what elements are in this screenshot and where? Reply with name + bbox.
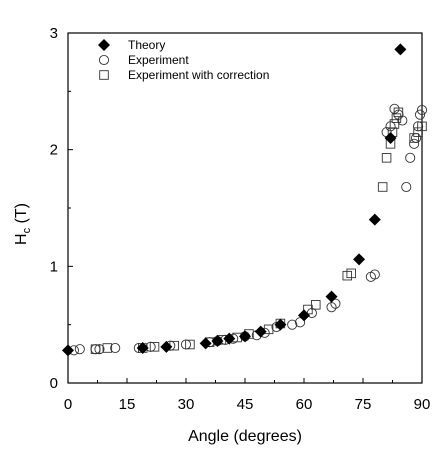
- square-point-25: [417, 121, 427, 132]
- square-point-0: [90, 344, 101, 354]
- y-axis-title-main: H: [13, 233, 30, 245]
- diamond-point-9: [298, 309, 310, 322]
- x-tick-label-6: 90: [414, 396, 431, 413]
- y-axis-title-unit: (T): [13, 203, 30, 228]
- diamond-point-1: [136, 342, 149, 354]
- y-tick-label-3: 3: [50, 25, 58, 42]
- square-point-16: [377, 182, 388, 192]
- diamond-point-13: [384, 132, 397, 144]
- legend-marker-diamond: [98, 39, 110, 51]
- series-circle: [68, 103, 428, 356]
- square-point-3: [149, 342, 160, 352]
- x-tick-label-4: 60: [296, 396, 313, 413]
- diamond-point-10: [325, 290, 338, 303]
- x-tick-label-3: 45: [237, 396, 254, 413]
- square-point-22: [393, 107, 404, 118]
- diamond-point-5: [223, 332, 236, 345]
- square-point-17: [381, 153, 392, 163]
- y-axis-title-subscript: c: [21, 227, 33, 233]
- x-tick-label-5: 75: [355, 396, 372, 413]
- circle-point-21: [330, 298, 341, 309]
- diamond-point-7: [254, 325, 267, 338]
- diamond-point-12: [368, 213, 381, 226]
- circle-point-23: [369, 269, 380, 280]
- diamond-point-14: [394, 43, 407, 56]
- diamond-point-6: [239, 330, 251, 343]
- circle-point-20: [326, 302, 337, 313]
- circle-point-1: [74, 344, 85, 355]
- square-point-21: [391, 113, 402, 123]
- legend-marker-square: [99, 70, 109, 80]
- diamond-point-0: [62, 344, 74, 357]
- circle-point-35: [416, 104, 428, 116]
- circle-point-2: [90, 344, 101, 355]
- data-markers: [62, 43, 428, 357]
- square-point-5: [185, 339, 195, 350]
- diamond-point-11: [353, 253, 366, 266]
- square-point-15: [346, 268, 356, 279]
- square-point-20: [389, 119, 400, 129]
- x-tick-label-0: 0: [64, 396, 72, 413]
- x-axis-title: Angle (degrees): [188, 428, 302, 445]
- y-tick-label-0: 0: [50, 375, 58, 392]
- y-tick-label-1: 1: [50, 258, 58, 275]
- square-point-13: [311, 300, 321, 310]
- diamond-point-8: [274, 318, 287, 331]
- legend-label-diamond: Theory: [128, 38, 165, 52]
- legend-label-square: Experiment with correction: [128, 68, 269, 82]
- series-square: [90, 107, 427, 354]
- legend-label-circle: Experiment: [128, 53, 189, 67]
- axis-tick-labels: 0 15 30 45 60 75 90 0 1 2 3: [50, 25, 431, 413]
- series-diamond: [62, 43, 407, 357]
- square-point-1: [102, 343, 113, 353]
- circle-point-34: [414, 109, 426, 120]
- axis-ticks: [67, 32, 423, 384]
- y-axis-title: Hc (T): [13, 203, 33, 245]
- circle-point-31: [409, 138, 420, 149]
- circle-point-30: [405, 152, 416, 163]
- circle-point-18: [295, 317, 306, 328]
- diamond-point-3: [199, 337, 212, 350]
- legend-marker-circle: [98, 54, 110, 66]
- x-tick-label-2: 30: [178, 396, 195, 413]
- x-tick-label-1: 15: [119, 396, 136, 413]
- circle-point-17: [287, 319, 298, 330]
- y-tick-label-2: 2: [50, 142, 58, 159]
- diamond-point-2: [160, 340, 173, 353]
- circle-point-4: [110, 342, 121, 354]
- circle-point-29: [401, 181, 412, 193]
- circle-point-32: [411, 132, 422, 144]
- diamond-point-4: [211, 335, 224, 347]
